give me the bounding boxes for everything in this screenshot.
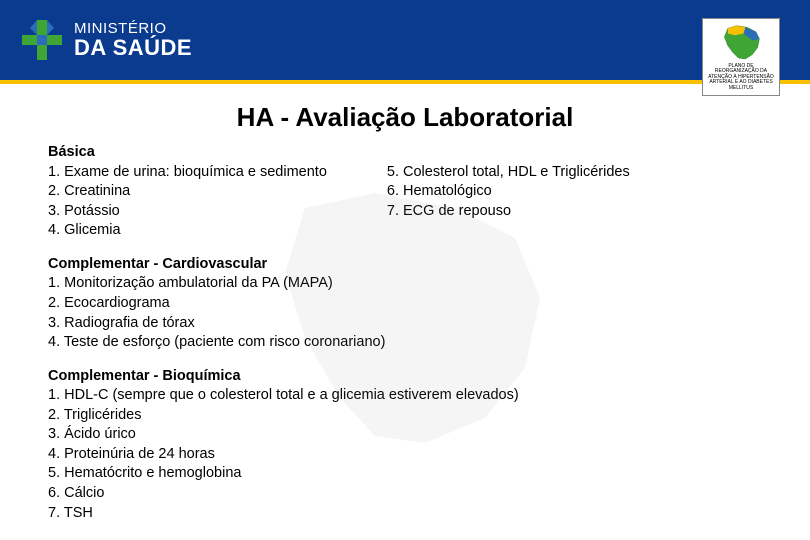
section-cardio: Complementar - Cardiovascular 1. Monitor… <box>48 255 762 353</box>
brazil-map-icon <box>716 23 766 62</box>
list-item: 6. Hematológico <box>387 182 630 202</box>
basica-right-column: 5. Colesterol total, HDL e Triglicérides… <box>387 163 630 241</box>
heading-basica: Básica <box>48 143 762 163</box>
list-item: 4. Proteinúria de 24 horas <box>48 445 762 465</box>
section-bioq: Complementar - Bioquímica 1. HDL-C (semp… <box>48 367 762 524</box>
list-item: 1. Monitorização ambulatorial da PA (MAP… <box>48 274 762 294</box>
ministry-logo-text: MINISTÉRIO DA SAÚDE <box>74 21 192 60</box>
list-item: 2. Ecocardiograma <box>48 294 762 314</box>
heading-cardio: Complementar - Cardiovascular <box>48 255 762 275</box>
heading-bioq: Complementar - Bioquímica <box>48 367 762 387</box>
list-item: 2. Creatinina <box>48 182 327 202</box>
basica-left-column: 1. Exame de urina: bioquímica e sediment… <box>48 163 327 241</box>
list-item: 3. Potássio <box>48 202 327 222</box>
list-item: 7. ECG de repouso <box>387 202 630 222</box>
slide-title: HA - Avaliação Laboratorial <box>48 102 762 133</box>
logo-line1: MINISTÉRIO <box>74 21 192 37</box>
list-item: 1. HDL-C (sempre que o colesterol total … <box>48 386 762 406</box>
list-item: 5. Colesterol total, HDL e Triglicérides <box>387 163 630 183</box>
section-basica: Básica 1. Exame de urina: bioquímica e s… <box>48 143 762 241</box>
list-item: 4. Teste de esforço (paciente com risco … <box>48 333 762 353</box>
list-item: 3. Radiografia de tórax <box>48 314 762 334</box>
logo-line2: DA SAÚDE <box>74 36 192 59</box>
slide-content: HA - Avaliação Laboratorial Básica 1. Ex… <box>0 84 810 523</box>
ministry-logo-icon <box>20 18 64 62</box>
list-item: 5. Hematócrito e hemoglobina <box>48 464 762 484</box>
list-item: 4. Glicemia <box>48 221 327 241</box>
list-item: 2. Triglicérides <box>48 406 762 426</box>
list-item: 3. Ácido úrico <box>48 425 762 445</box>
list-item: 1. Exame de urina: bioquímica e sediment… <box>48 163 327 183</box>
list-item: 6. Cálcio <box>48 484 762 504</box>
list-item: 7. TSH <box>48 504 762 524</box>
header-bar: MINISTÉRIO DA SAÚDE <box>0 0 810 80</box>
